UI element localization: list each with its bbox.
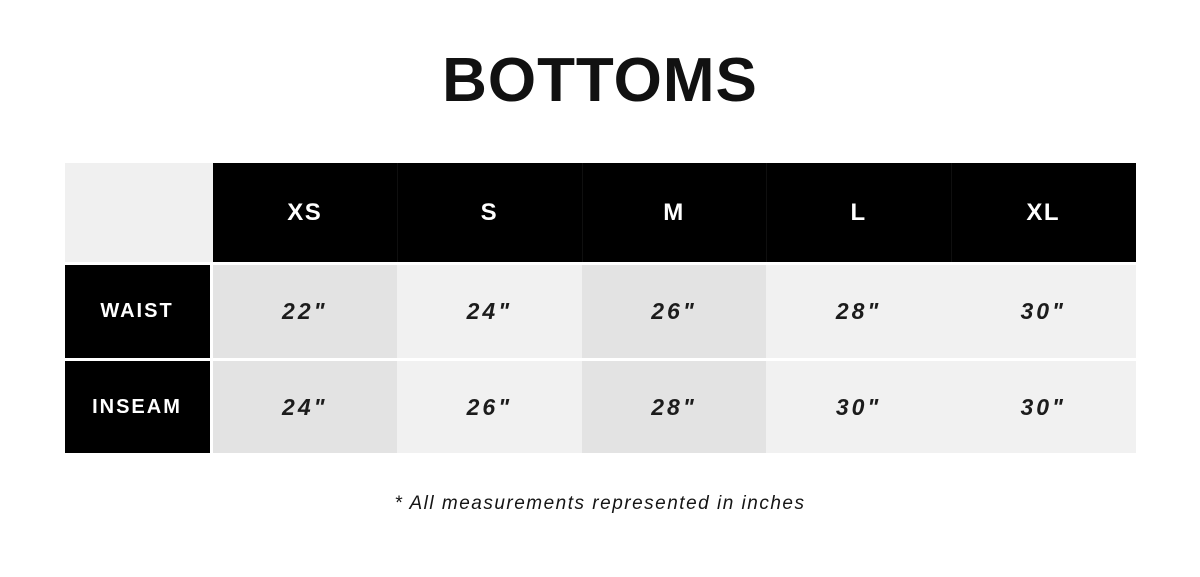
- cell-waist-l: 28": [766, 262, 951, 358]
- column-header-xs: XS: [212, 163, 398, 262]
- cell-waist-xl: 30": [950, 262, 1136, 358]
- cell-inseam-s: 26": [397, 358, 582, 453]
- page-title: BOTTOMS: [442, 46, 758, 115]
- cell-inseam-l: 30": [766, 358, 951, 453]
- column-header-s: S: [397, 163, 582, 262]
- column-header-m: M: [581, 163, 767, 262]
- row-label-waist: WAIST: [64, 262, 213, 358]
- cell-waist-s: 24": [397, 262, 582, 358]
- corner-cell: [64, 163, 213, 262]
- column-header-l: L: [766, 163, 951, 262]
- measurements-footnote: * All measurements represented in inches: [394, 493, 806, 514]
- cell-waist-xs: 22": [212, 262, 398, 358]
- row-label-inseam: INSEAM: [64, 358, 213, 453]
- cell-inseam-m: 28": [581, 358, 767, 453]
- size-chart-table: XS S M L XL WAIST 22" 24" 26" 28" 30" IN…: [64, 163, 1136, 453]
- cell-waist-m: 26": [581, 262, 767, 358]
- column-header-xl: XL: [950, 163, 1136, 262]
- cell-inseam-xs: 24": [212, 358, 398, 453]
- cell-inseam-xl: 30": [950, 358, 1136, 453]
